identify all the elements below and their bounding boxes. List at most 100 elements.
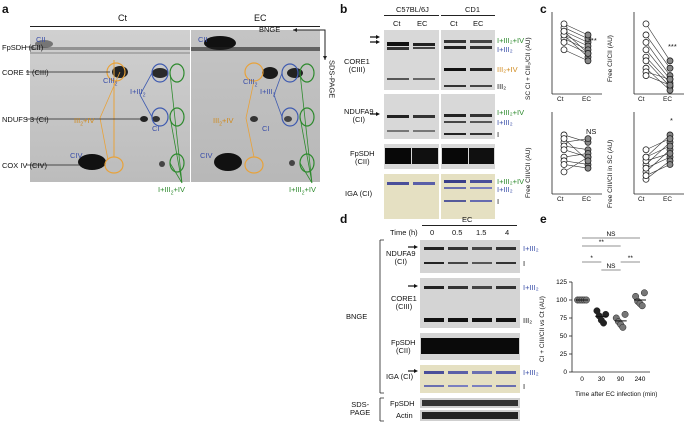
c-pair-line bbox=[645, 145, 671, 158]
d-time: Time (h) bbox=[390, 228, 418, 237]
b-r-i-iii2-1: I+III₂ bbox=[497, 45, 513, 54]
c-pair-line bbox=[563, 30, 589, 43]
c-point-ct bbox=[560, 135, 568, 143]
d-ec-line bbox=[422, 225, 517, 226]
c-point-ec bbox=[584, 135, 592, 143]
c-point-ct bbox=[560, 161, 568, 168]
c-x-ec-1: EC bbox=[582, 96, 592, 103]
e-point bbox=[602, 310, 610, 318]
c-point-ct bbox=[560, 27, 568, 35]
c-sig3: NS bbox=[586, 127, 597, 136]
c-point-ct bbox=[642, 57, 650, 65]
e-y-tick-label: 0 bbox=[563, 369, 567, 376]
gel-ct bbox=[30, 30, 190, 182]
c-point-ec bbox=[584, 31, 592, 39]
d-t2: 1.5 bbox=[476, 228, 487, 237]
e-sig-label: * bbox=[590, 255, 593, 262]
i-iii2-label-ec: I+III2 bbox=[260, 87, 276, 99]
c-point-ec bbox=[666, 81, 674, 89]
c-pair-line bbox=[563, 160, 589, 165]
c-x-ec-2: EC bbox=[663, 96, 673, 103]
b-r-iii2-iv: III₂+IV bbox=[497, 65, 518, 74]
d-t3: 4 bbox=[505, 228, 510, 237]
i-iii2-iv-label-ec: I+III2+IV bbox=[289, 185, 316, 197]
c-point-ec bbox=[584, 164, 592, 172]
ci-spot-label: CI bbox=[152, 124, 160, 133]
c-point-ct bbox=[642, 72, 650, 79]
e-sig-label: NS bbox=[606, 263, 616, 270]
e-x-tick-label: 240 bbox=[635, 376, 646, 383]
c-pair-line bbox=[563, 38, 589, 50]
c-pair-line bbox=[645, 153, 671, 162]
b-r-i-iii2-2: I+III₂ bbox=[497, 118, 513, 127]
c-pair-line bbox=[563, 27, 589, 39]
cii-spot-label-ec: CII bbox=[198, 35, 208, 44]
e-sig-label: ** bbox=[628, 255, 634, 262]
c-point-ct bbox=[642, 153, 650, 161]
c-pair-line bbox=[645, 156, 671, 169]
c-pair-line bbox=[645, 75, 671, 86]
e-x-tick-label: 0 bbox=[580, 376, 584, 383]
ci-spot-label-ec: CI bbox=[262, 124, 270, 133]
strain-line-1 bbox=[384, 15, 439, 16]
civ-spot-label: CIV bbox=[70, 151, 83, 160]
c-pair-line bbox=[563, 134, 589, 143]
c-pair-line bbox=[645, 142, 671, 165]
d-t1: 0.5 bbox=[452, 228, 463, 237]
d-r-i-iii2-1: I+III₂ bbox=[523, 244, 539, 253]
c-x-ct-1: Ct bbox=[557, 96, 564, 103]
c-pair-line bbox=[645, 56, 671, 84]
c-pair-line bbox=[563, 145, 589, 151]
d-r-i-iii2-2: I+III₂ bbox=[523, 283, 539, 292]
c-point-ct bbox=[642, 31, 650, 39]
e-ylabel: CI + CIII/CII vs Ct (AU) bbox=[539, 296, 546, 362]
d-ndufa9: NDUFA9 (CI) bbox=[386, 249, 416, 266]
c-pair-line bbox=[563, 138, 589, 162]
c-x-ec-4: EC bbox=[663, 196, 673, 203]
c-pair-line bbox=[563, 31, 589, 54]
d-t0: 0 bbox=[430, 228, 435, 237]
fpsdh-label: FpSDH (CII) bbox=[2, 43, 44, 52]
c-point-ec bbox=[666, 161, 674, 168]
ciii2-spot-label-ec: CIII2 bbox=[243, 77, 258, 89]
b-r-i-2: I bbox=[497, 197, 500, 206]
e-y-tick-label: 75 bbox=[560, 315, 568, 322]
c-point-ec bbox=[666, 135, 674, 143]
panel-b-label: b bbox=[340, 2, 348, 16]
iii2-iv-label: III2+IV bbox=[74, 116, 95, 128]
cox4-label: COX IV (CIV) bbox=[2, 161, 48, 170]
c-pair-line bbox=[563, 164, 589, 169]
c-point-ec bbox=[666, 142, 674, 150]
c-point-ct bbox=[642, 146, 650, 154]
strain-line-2 bbox=[441, 15, 495, 16]
d-fpsdh2: FpSDH bbox=[390, 399, 415, 408]
c-pair-line bbox=[563, 49, 589, 62]
e-point bbox=[619, 323, 627, 331]
d-r-iii2: III₂ bbox=[523, 316, 533, 325]
c-pair-line bbox=[645, 23, 671, 61]
bnge-label: BNGE bbox=[259, 25, 281, 34]
d-r-i-1: I bbox=[523, 259, 526, 268]
d-core1: CORE1 (CIII) bbox=[391, 294, 417, 311]
c-pair-line bbox=[645, 71, 671, 80]
d-r-i-2: I bbox=[523, 382, 526, 391]
header-line bbox=[30, 26, 320, 27]
panel-d-label: d bbox=[340, 212, 348, 226]
b-fpsdh: FpSDH (CII) bbox=[350, 149, 375, 166]
c-pair-line bbox=[645, 67, 671, 91]
d-iga: IGA (CI) bbox=[386, 372, 414, 381]
d-bnge: BNGE bbox=[346, 312, 368, 321]
ciii2-spot-label: CIII2 bbox=[103, 76, 118, 88]
c-point-ec bbox=[666, 57, 674, 65]
c-point-ec bbox=[666, 150, 674, 157]
c-pair-line bbox=[645, 134, 671, 158]
b-r-i-1: I bbox=[497, 130, 500, 139]
e-point bbox=[600, 319, 607, 327]
b-r-i-iii2-iv-3: I+III₂+IV bbox=[497, 177, 525, 186]
c-pair-line bbox=[645, 49, 671, 80]
c-point-ct bbox=[560, 168, 568, 176]
cii-spot-label: CII bbox=[36, 35, 46, 44]
